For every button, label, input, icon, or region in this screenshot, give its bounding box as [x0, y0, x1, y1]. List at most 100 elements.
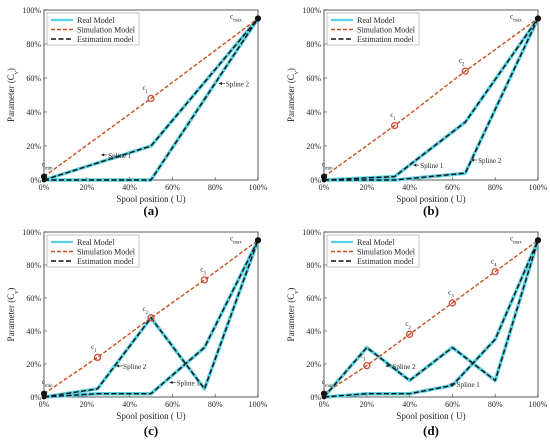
y-tick-label: 60% [26, 294, 41, 303]
y-tick-label: 80% [26, 40, 41, 49]
x-tick-label: 100% [249, 183, 268, 192]
point-label: c1 [91, 343, 97, 354]
legend-entry: Real Model [357, 16, 395, 25]
estimation-spline-1 [323, 18, 539, 181]
x-tick-label: 100% [529, 400, 548, 409]
y-tick-label: 20% [26, 360, 41, 369]
annotation-text: Spline 1 [177, 379, 201, 387]
panel-label: (d) [423, 423, 439, 438]
panel-4: 0% 20% 40% 60% 80% 100% 0% 20% 40% 60% 80% 100% Spoo… [286, 228, 548, 438]
estimation-spline-2 [43, 239, 259, 398]
simulation-model-line [43, 239, 259, 395]
x-tick-label: 60% [445, 400, 460, 409]
x-tick-label: 100% [529, 183, 548, 192]
panel-label: (a) [143, 203, 158, 218]
x-tick-label: 20% [79, 183, 94, 192]
x-axis-label: Spool position ( U) [396, 194, 465, 204]
annotation-text: Spline 2 [123, 363, 147, 371]
x-tick-label: 100% [249, 400, 268, 409]
annotation-text: Spline 1 [457, 381, 481, 389]
point-label: c2 [405, 320, 411, 331]
y-axis-label: Parameter (Cv) [286, 288, 300, 342]
y-tick-label: 20% [306, 360, 321, 369]
point-label: c1 [360, 351, 366, 362]
y-axis-label: Parameter (Cv) [6, 288, 20, 342]
point-label: c2 [142, 305, 148, 316]
point-label: cmin [42, 378, 53, 389]
point-label: c2 [459, 57, 465, 67]
x-tick-label: 20% [359, 400, 374, 409]
x-axis-label: Spool position ( U) [396, 411, 465, 421]
simulation-model-line [323, 17, 539, 178]
annotation-arrowhead [116, 364, 120, 368]
control-point-marker [200, 276, 209, 284]
control-point-marker [461, 67, 469, 75]
legend-entry: Real Model [357, 238, 395, 247]
panel-label: (c) [144, 423, 158, 438]
x-axis-label: Spool position ( U) [116, 194, 185, 204]
y-tick-label: 40% [306, 108, 321, 117]
y-tick-label: 100% [22, 6, 41, 15]
y-tick-label: 0% [310, 176, 321, 185]
annotation-arrowhead [449, 382, 453, 386]
annotation-text: Spline 2 [478, 157, 502, 165]
point-label: c3 [448, 289, 454, 300]
annotation-text: Spline 2 [226, 81, 250, 89]
control-point-marker [363, 361, 371, 370]
legend-entry: Estimation model [357, 35, 414, 44]
x-tick-label: 0% [39, 400, 50, 409]
x-tick-label: 60% [165, 400, 180, 409]
point-label: cmax [510, 234, 522, 245]
y-tick-label: 80% [26, 261, 41, 270]
y-tick-label: 20% [26, 142, 41, 151]
origin-marker [321, 394, 327, 400]
estimation-spline-1 [323, 240, 539, 398]
x-tick-label: 40% [122, 400, 137, 409]
x-tick-label: 60% [445, 183, 460, 192]
estimation-spline-1 [43, 240, 259, 398]
annotation-text: Spline 1 [108, 152, 132, 160]
annotation-arrowhead [471, 158, 475, 162]
y-tick-label: 20% [306, 142, 321, 151]
point-label: c1 [142, 84, 148, 95]
estimation-spline-2 [324, 18, 539, 181]
x-tick-label: 80% [208, 400, 223, 409]
panel-3: 0% 20% 40% 60% 80% 100% 0% 20% 40% 60% 80% 100% Spoo… [6, 228, 268, 438]
y-tick-label: 0% [310, 393, 321, 402]
origin-marker [41, 394, 47, 400]
simulation-model-line [43, 17, 259, 178]
x-tick-label: 40% [402, 400, 417, 409]
control-point-marker [93, 353, 102, 362]
x-tick-label: 80% [208, 183, 223, 192]
control-point-marker [491, 267, 499, 276]
y-tick-label: 60% [306, 74, 321, 83]
panel-1: 0% 20% 40% 60% 80% 100% 0% 20% 40% 60% 80% 100% Spoo… [6, 6, 268, 218]
annotation-arrowhead [385, 364, 389, 368]
y-tick-label: 40% [26, 108, 41, 117]
legend-entry: Simulation Model [357, 25, 416, 34]
y-tick-label: 100% [302, 228, 321, 237]
control-point-marker [147, 94, 155, 103]
x-tick-label: 80% [488, 183, 503, 192]
control-point-marker [405, 330, 414, 338]
y-tick-label: 100% [302, 6, 321, 15]
legend-entry: Real Model [77, 238, 115, 247]
point-label: cmax [230, 13, 242, 24]
legend-entry: Simulation Model [77, 247, 136, 256]
x-tick-label: 40% [122, 183, 137, 192]
y-tick-label: 40% [26, 327, 41, 336]
x-tick-label: 0% [319, 183, 330, 192]
estimation-spline-2 [323, 240, 539, 398]
legend-entry: Estimation model [77, 257, 134, 266]
real-model-line-1 [43, 17, 260, 182]
endpoint-marker [254, 237, 262, 244]
x-tick-label: 80% [488, 400, 503, 409]
point-label: cmin [322, 160, 333, 171]
annotation-text: Spline 1 [420, 162, 444, 170]
control-point-marker [448, 299, 457, 307]
x-axis-label: Spool position ( U) [116, 411, 185, 421]
y-tick-label: 60% [26, 74, 41, 83]
point-label: c3 [200, 266, 206, 277]
annotation-arrowhead [413, 163, 417, 167]
